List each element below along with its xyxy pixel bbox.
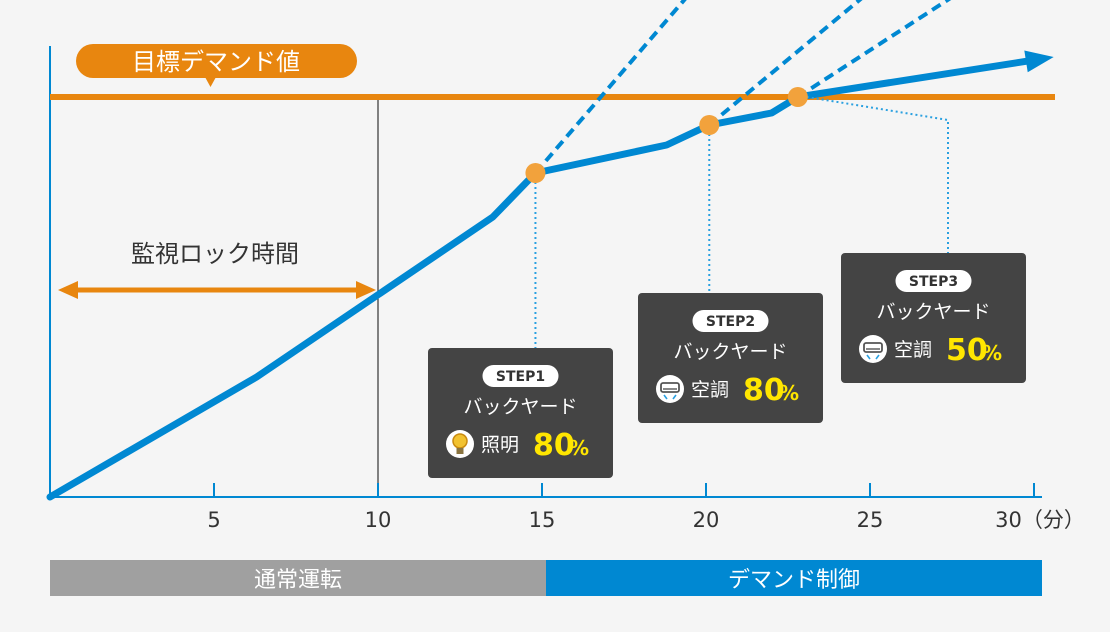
lock-time: 監視ロック時間 <box>58 240 376 299</box>
demand-control-bar <box>546 560 1042 596</box>
step-badge <box>895 270 972 292</box>
step-device-label: 空調 <box>894 339 932 361</box>
x-unit-label: 30（分） <box>995 508 1085 532</box>
projection-line-3 <box>796 0 952 99</box>
step-callout-box <box>638 293 823 423</box>
x-tick-label: 15 <box>529 508 556 532</box>
step-marker <box>699 115 720 135</box>
phase-bars: 通常運転 デマンド制御 <box>50 560 1042 596</box>
step-area-label: バックヤード <box>876 301 990 323</box>
bulb-base <box>456 448 464 454</box>
step-connector <box>806 96 949 253</box>
demand-arrow-head <box>1024 50 1054 73</box>
bulb-icon <box>446 430 474 458</box>
target-demand: 目標デマンド値 <box>50 44 1055 100</box>
demand-series <box>46 50 1054 501</box>
step-percent-unit: % <box>779 381 799 405</box>
x-tick-label: 20 <box>693 508 720 532</box>
step-percent: 80 <box>533 428 575 463</box>
step-area-label: バックヤード <box>673 341 787 363</box>
normal-operation-bar <box>50 560 546 596</box>
demand-line <box>46 57 1030 501</box>
step-badge-label: STEP2 <box>706 314 755 330</box>
x-tick-label: 10 <box>365 508 392 532</box>
target-label-pointer <box>205 77 216 87</box>
aircon-airflow <box>866 354 880 360</box>
step-area-label: バックヤード <box>463 396 577 418</box>
step-badge <box>692 310 769 332</box>
x-tick-label: 5 <box>207 508 220 532</box>
step-percent: 80 <box>743 373 785 408</box>
aircon-airflow <box>663 394 677 400</box>
aircon-icon <box>859 335 887 363</box>
projection-line-2 <box>708 0 863 127</box>
target-label-bubble <box>76 44 357 78</box>
normal-operation-bar-label: 通常運転 <box>254 568 342 593</box>
aircon-body <box>863 342 883 353</box>
x-tick-label: 25 <box>857 508 884 532</box>
step-marker <box>525 163 546 183</box>
step-badge <box>482 365 559 387</box>
step-callout-box <box>428 348 613 478</box>
step-percent: 50 <box>946 333 988 368</box>
lock-arrow-left-head <box>58 281 78 299</box>
step-marker <box>787 87 808 107</box>
step-device-label: 空調 <box>691 379 729 401</box>
step-badge-label: STEP1 <box>496 369 545 385</box>
step-device-label: 照明 <box>481 434 519 456</box>
step-badge-label: STEP3 <box>909 274 958 290</box>
lock-time-label: 監視ロック時間 <box>131 240 299 268</box>
step-percent-unit: % <box>982 341 1002 365</box>
demand-control-bar-label: デマンド制御 <box>728 568 860 593</box>
projection-lines <box>533 0 952 175</box>
x-axis-ticks: 5 10 15 20 25 30（分） <box>207 483 1085 532</box>
aircon-body <box>660 382 680 393</box>
projection-line-1 <box>533 0 687 175</box>
aircon-icon <box>656 375 684 403</box>
bulb-glass <box>452 433 468 449</box>
lock-arrow-right-head <box>356 281 376 299</box>
step-callout-box <box>841 253 1026 383</box>
target-label: 目標デマンド値 <box>132 48 300 76</box>
step-percent-unit: % <box>569 436 589 460</box>
